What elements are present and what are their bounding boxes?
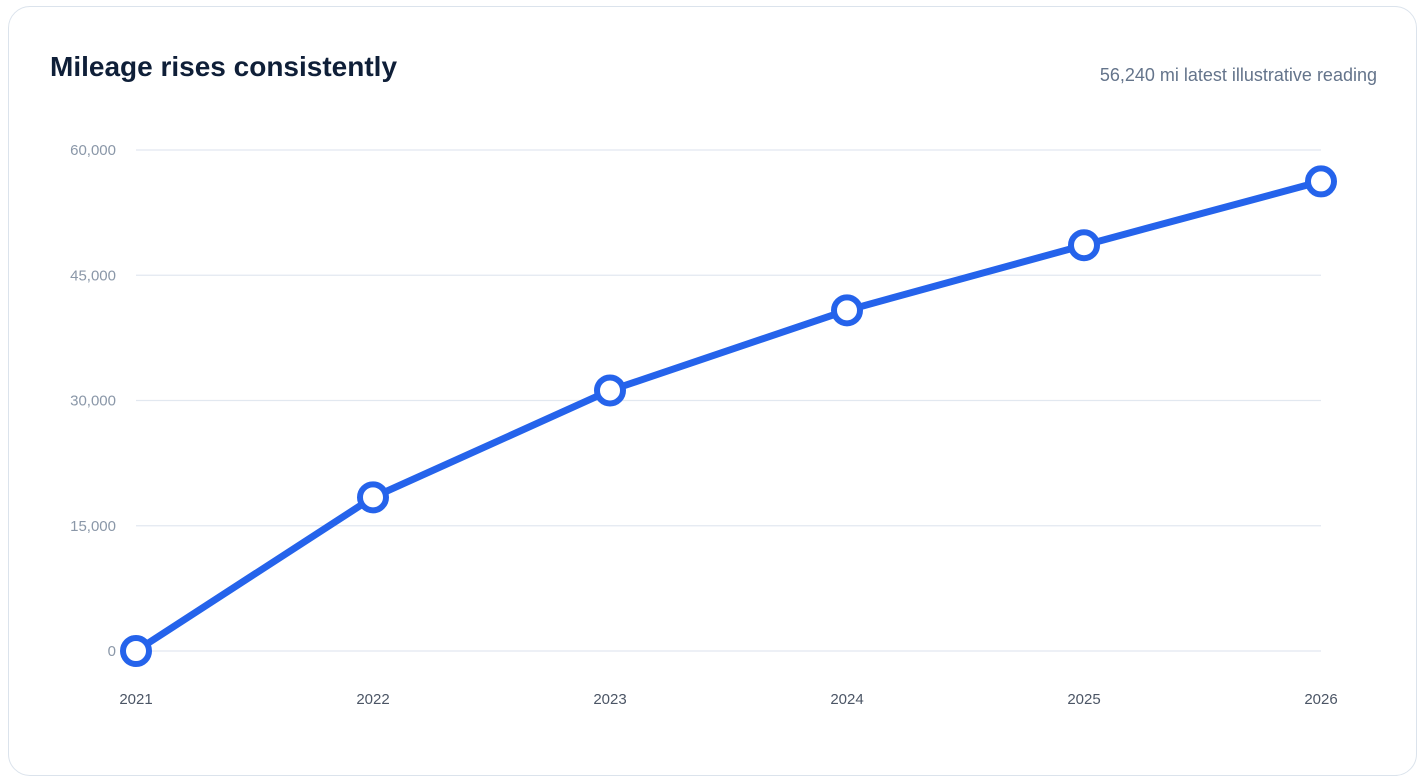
chart-title: Mileage rises consistently	[50, 51, 398, 82]
data-point-2023	[594, 374, 626, 407]
latest-reading-caption: 56,240 mi latest illustrative reading	[1099, 65, 1377, 85]
data-points	[120, 165, 1337, 667]
y-tick-label: 30,000	[70, 393, 116, 410]
x-axis-tick-labels: 2021 2022 2023 2024 2025 2026	[119, 691, 1337, 708]
x-tick-label: 2023	[593, 691, 626, 708]
x-tick-label: 2022	[356, 691, 389, 708]
y-axis-tick-labels: 0 15,000 30,000 45,000 60,000	[70, 142, 116, 660]
data-point-2024	[831, 294, 863, 327]
x-tick-label: 2024	[830, 691, 863, 708]
y-tick-label: 15,000	[70, 518, 116, 535]
data-point-2021	[120, 635, 152, 667]
x-tick-label: 2021	[119, 691, 152, 708]
data-point-2026	[1305, 165, 1337, 198]
data-point-2022	[357, 481, 389, 514]
series-line	[132, 177, 1325, 655]
chart-card	[8, 6, 1417, 776]
y-tick-label: 45,000	[70, 267, 116, 284]
data-point-2025	[1068, 229, 1100, 262]
y-tick-label: 0	[108, 643, 116, 660]
series-line-layer	[132, 177, 1325, 655]
y-tick-label: 60,000	[70, 142, 116, 159]
x-tick-label: 2026	[1304, 691, 1337, 708]
x-tick-label: 2025	[1067, 691, 1100, 708]
gridlines	[136, 149, 1321, 652]
